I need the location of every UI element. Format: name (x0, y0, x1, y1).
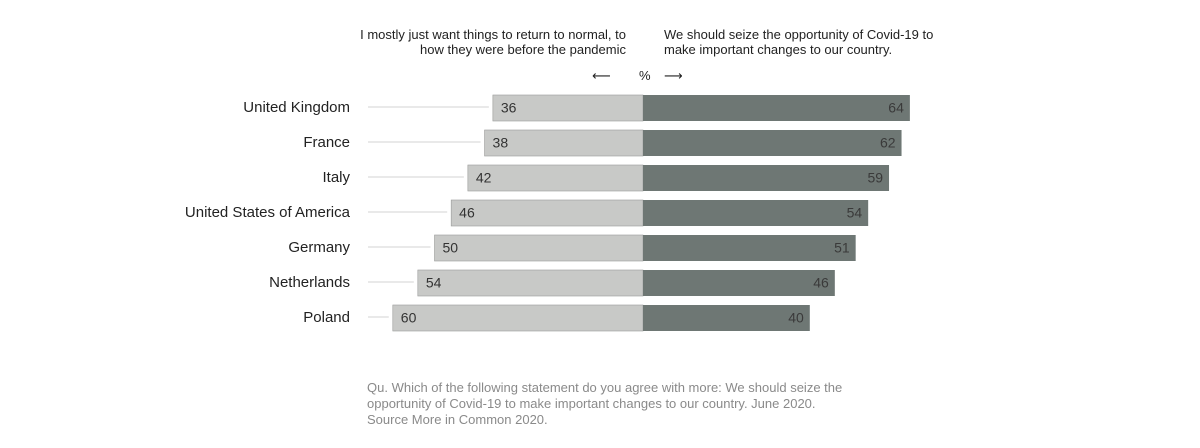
bar-left (492, 94, 644, 122)
data-label-right: 46 (813, 275, 829, 291)
chart-row: Poland 60 40 (303, 304, 810, 332)
arrow-left-icon: ⟵ (592, 68, 611, 83)
bar-right (643, 235, 856, 261)
data-label-left: 54 (426, 275, 442, 291)
arrow-right-icon: ⟶ (664, 68, 683, 83)
right-statement-header: We should seize the opportunity of Covid… (664, 27, 964, 57)
bar-right (643, 200, 869, 226)
footnote-line-2: opportunity of Covid-19 to make importan… (367, 396, 816, 411)
right-statement-line-2: make important changes to our country. (664, 42, 893, 57)
footnote-line-3: Source More in Common 2020. (367, 412, 548, 427)
category-label: United States of America (185, 204, 351, 221)
bar-right (643, 165, 890, 191)
data-label-right: 54 (847, 205, 863, 221)
data-label-right: 40 (788, 310, 804, 326)
right-statement-line-1: We should seize the opportunity of Covid… (664, 27, 934, 42)
category-label: Italy (322, 169, 350, 186)
chart-row: Italy 42 59 (322, 164, 890, 192)
left-statement-line-2: how they were before the pandemic (420, 42, 626, 57)
axis-direction-row: ⟵ % ⟶ (590, 68, 700, 86)
data-label-right: 62 (880, 135, 896, 151)
category-label: Germany (288, 239, 350, 256)
percent-unit-label: % (639, 68, 651, 83)
bar-right (643, 270, 835, 296)
category-label: Poland (303, 309, 350, 326)
data-label-left: 36 (501, 100, 517, 116)
bar-left (417, 269, 644, 297)
data-label-left: 38 (493, 135, 509, 151)
left-statement-line-1: I mostly just want things to return to n… (360, 27, 626, 42)
bar-right (643, 95, 910, 121)
bar-left (484, 129, 644, 157)
bar-right (643, 130, 902, 156)
data-label-left: 50 (443, 240, 459, 256)
bar-left (450, 199, 644, 227)
chart-row: France 38 62 (303, 129, 902, 157)
category-label: United Kingdom (243, 99, 350, 116)
bar-left (434, 234, 644, 262)
data-label-right: 64 (888, 100, 904, 116)
data-label-right: 59 (867, 170, 883, 186)
data-label-left: 60 (401, 310, 417, 326)
category-label: France (303, 134, 350, 151)
footnote: Qu. Which of the following statement do … (367, 380, 887, 428)
chart-row: United Kingdom 36 64 (243, 94, 910, 122)
data-label-left: 42 (476, 170, 492, 186)
category-label: Netherlands (269, 274, 350, 291)
bar-right (643, 305, 810, 331)
chart-row: United States of America 46 54 (185, 199, 869, 227)
left-statement-header: I mostly just want things to return to n… (330, 27, 626, 57)
data-label-right: 51 (834, 240, 850, 256)
bar-left (467, 164, 644, 192)
footnote-line-1: Qu. Which of the following statement do … (367, 380, 843, 395)
data-label-left: 46 (459, 205, 475, 221)
chart-row: Germany 50 51 (288, 234, 856, 262)
chart-row: Netherlands 54 46 (269, 269, 835, 297)
bar-left (392, 304, 644, 332)
